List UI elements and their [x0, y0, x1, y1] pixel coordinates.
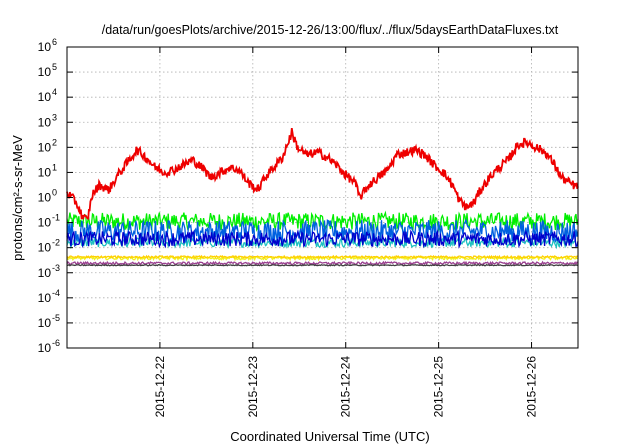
x-ticks: 2015-12-22 2015-12-23 2015-12-24 2015-12-25…	[153, 356, 539, 418]
y-tick-label: 10 -1	[38, 213, 60, 230]
y-tick-base: 10	[38, 341, 52, 355]
y-tick-exponent: 5	[52, 62, 57, 72]
y-tick-exponent: -4	[52, 288, 60, 298]
y-tick-exponent: 2	[52, 137, 57, 147]
x-tick-label: 2015-12-26	[525, 356, 539, 418]
y-tick-label: 10 4	[38, 87, 57, 104]
y-tick-label: 10 -2	[38, 238, 60, 255]
y-tick-label: 10 0	[38, 188, 57, 205]
y-tick-exponent: 0	[52, 188, 57, 198]
series-lines	[66, 127, 579, 267]
chart-title: /data/run/goesPlots/archive/2015-12-26/1…	[102, 23, 559, 37]
y-tick-label: 10 -3	[38, 263, 60, 280]
y-tick-base: 10	[38, 115, 52, 129]
y-tick-label: 10 3	[38, 112, 57, 129]
y-tick-label: 10 -6	[38, 338, 60, 355]
series-line	[66, 254, 578, 260]
series-line	[66, 218, 579, 244]
y-tick-exponent: -5	[52, 313, 60, 323]
series-line	[66, 229, 579, 249]
y-tick-base: 10	[38, 165, 52, 179]
y-tick-label: 10 1	[38, 162, 57, 179]
y-tick-label: 10 5	[38, 62, 57, 79]
y-tick-exponent: -2	[52, 238, 60, 248]
y-tick-base: 10	[38, 216, 52, 230]
axes	[66, 46, 579, 349]
y-tick-base: 10	[38, 65, 52, 79]
y-tick-base: 10	[38, 191, 52, 205]
x-tick-label: 2015-12-23	[246, 356, 260, 418]
y-tick-label: 10 -4	[38, 288, 60, 305]
y-tick-exponent: 4	[52, 87, 57, 97]
y-tick-exponent: -1	[52, 213, 60, 223]
y-tick-base: 10	[38, 241, 52, 255]
y-tick-base: 10	[38, 266, 52, 280]
x-axis-label: Coordinated Universal Time (UTC)	[230, 429, 429, 444]
series-line	[66, 210, 579, 233]
y-tick-label: 10 -5	[38, 313, 60, 330]
y-tick-label: 10 2	[38, 137, 57, 154]
y-tick-exponent: 1	[52, 162, 57, 172]
plot-frame	[66, 46, 579, 349]
y-tick-base: 10	[38, 90, 52, 104]
x-tick-label: 2015-12-25	[432, 356, 446, 418]
y-axis-label: protons/cm²-s-sr-MeV	[10, 135, 25, 261]
x-tick-label: 2015-12-22	[153, 356, 167, 418]
y-tick-base: 10	[38, 291, 52, 305]
series-line	[66, 260, 579, 266]
y-tick-base: 10	[38, 316, 52, 330]
y-tick-exponent: 6	[52, 37, 57, 47]
grid	[67, 47, 578, 348]
x-tick-label: 2015-12-24	[339, 356, 353, 418]
y-tick-exponent: 3	[52, 112, 57, 122]
y-tick-exponent: -3	[52, 263, 60, 273]
series-line	[66, 263, 579, 267]
y-tick-base: 10	[38, 40, 52, 54]
y-ticks: 10 -610 -510 -410 -310 -210 -110 010 110 210 310 41…	[38, 37, 60, 355]
series-line	[66, 127, 579, 220]
y-tick-base: 10	[38, 140, 52, 154]
y-tick-exponent: -6	[52, 338, 60, 348]
y-tick-label: 10 6	[38, 37, 57, 54]
